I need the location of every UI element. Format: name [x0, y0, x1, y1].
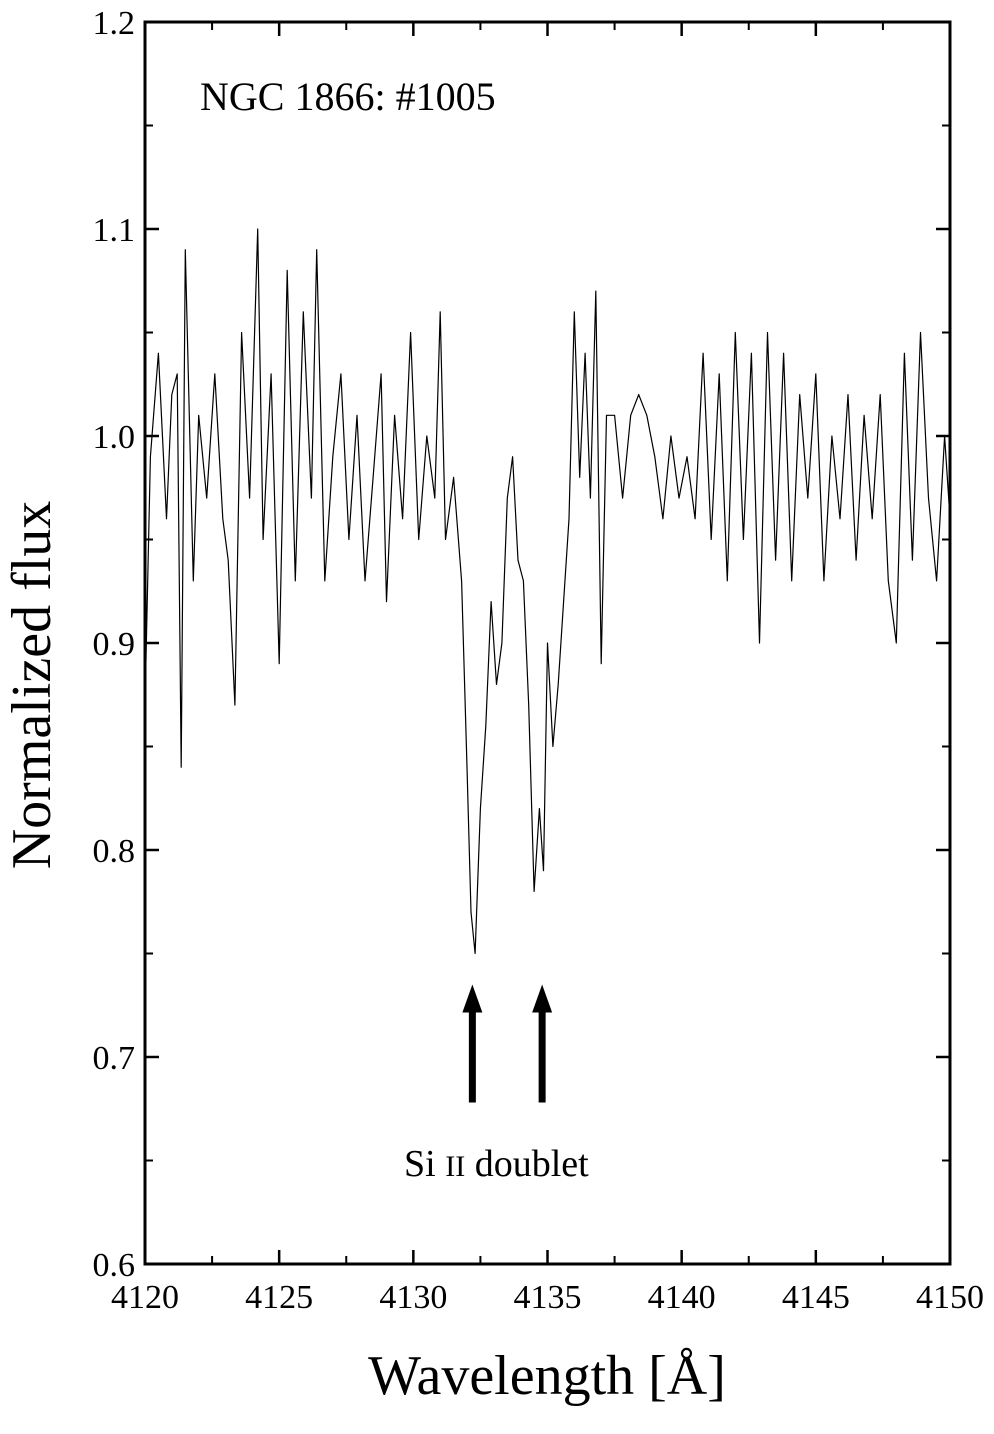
x-tick-label: 4125 — [245, 1279, 313, 1316]
doublet-arrow-head — [532, 984, 553, 1013]
doublet-arrow-head — [462, 984, 483, 1013]
doublet-label-element: Si — [404, 1143, 445, 1185]
doublet-label-rest: doublet — [465, 1143, 589, 1185]
y-tick-label: 1.0 — [93, 419, 136, 456]
doublet-label-ion: II — [445, 1150, 465, 1183]
x-axis-label: Wavelength [Å] — [368, 1345, 726, 1407]
axis-ticks — [143, 20, 952, 1266]
x-tick-label: 4140 — [648, 1279, 716, 1316]
y-tick-label: 0.8 — [93, 833, 136, 870]
y-tick-label: 1.1 — [93, 212, 136, 249]
x-tick-label: 4145 — [782, 1279, 850, 1316]
doublet-label: Si II doublet — [404, 1143, 589, 1185]
y-tick-label: 0.9 — [93, 626, 136, 663]
series-layer — [144, 228, 951, 955]
x-tick-label: 4150 — [916, 1279, 984, 1316]
y-tick-label: 0.6 — [93, 1247, 136, 1284]
y-tick-label: 0.7 — [93, 1040, 136, 1077]
axis-tick-labels: 4120 4125 4130 4135 4140 4145 4150 0.6 0.7 0.8 0.9… — [93, 5, 985, 1316]
spectrum-line — [144, 228, 951, 955]
x-tick-label: 4130 — [379, 1279, 447, 1316]
x-tick-label: 4120 — [111, 1279, 179, 1316]
star-id-label: NGC 1866: #1005 — [200, 74, 496, 119]
x-tick-label: 4135 — [514, 1279, 582, 1316]
y-axis-label: Normalized flux — [1, 501, 63, 870]
annotation-layer: NGC 1866: #1005 Si II doublet — [200, 74, 589, 1185]
y-tick-label: 1.2 — [93, 5, 136, 42]
